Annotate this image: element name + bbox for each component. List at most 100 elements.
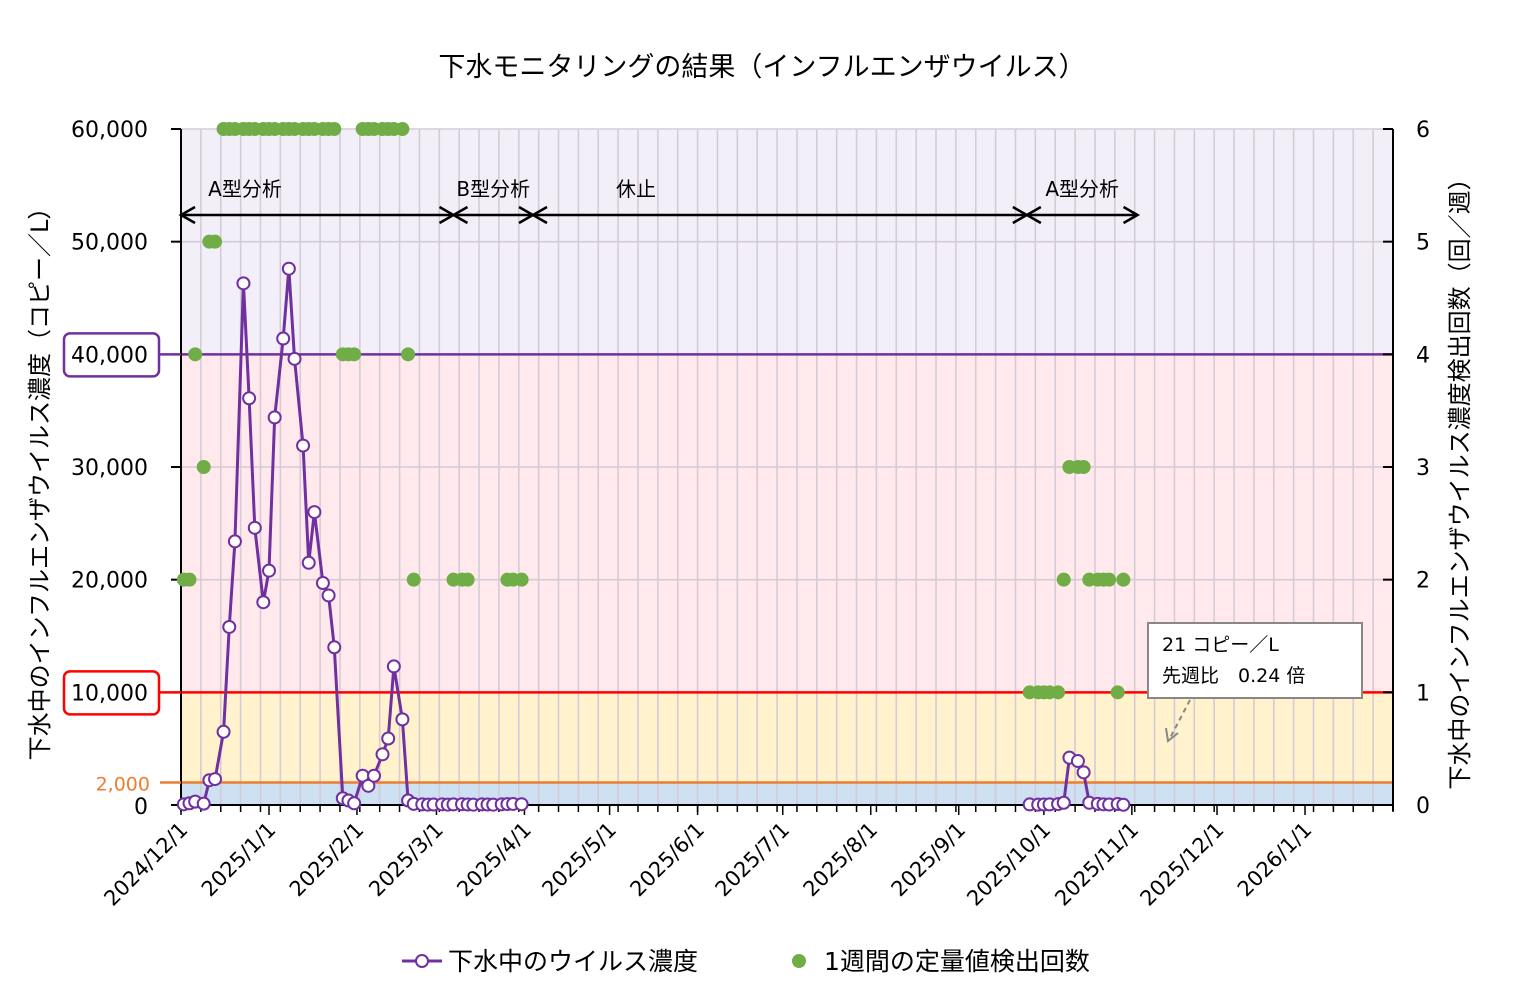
x-tick-label: 2025/1/1 (197, 818, 281, 902)
callout-pointer-head (1165, 727, 1179, 743)
detection-count-point (1051, 685, 1066, 700)
concentration-point (242, 391, 257, 406)
analysis-periods: A型分析 B型分析 休止 A型分析 (178, 177, 1141, 225)
period-label: B型分析 (456, 177, 530, 201)
x-tick-label: 2025/5/1 (537, 818, 621, 902)
concentration-point (287, 351, 302, 366)
concentration-point (216, 724, 231, 739)
x-tick-label: 2025/3/1 (364, 818, 448, 902)
period-label: 休止 (616, 177, 656, 201)
y-axis-right-label: 下水中のインフルエンザウイルス濃度検出回数（回／週） (1446, 166, 1474, 789)
series-detection-count (176, 122, 1131, 700)
callout-box (1147, 622, 1363, 699)
concentration-point (1070, 754, 1085, 769)
concentration-point (267, 410, 282, 425)
x-tick-label: 2025/10/1 (962, 818, 1055, 911)
detection-count-point (1056, 572, 1071, 587)
detection-count-point (406, 572, 421, 587)
y-left-tick-label: 30,000 (71, 456, 148, 481)
y-left-tick-label: 10,000 (71, 681, 148, 706)
concentration-point (236, 276, 251, 291)
y-left-tick-label: 2,000 (96, 773, 150, 795)
detection-count-point (347, 347, 362, 362)
detection-count-point (327, 122, 342, 136)
concentration-point (296, 438, 311, 453)
x-tick-label: 2025/11/1 (1050, 818, 1143, 911)
x-tick-label: 2024/12/1 (99, 818, 192, 911)
detection-count-point (1116, 572, 1131, 587)
concentration-point (301, 555, 316, 570)
concentration-point (367, 768, 382, 783)
y-right-tick-label: 5 (1416, 231, 1430, 256)
detection-count-point (401, 347, 416, 362)
x-tick-label: 2025/8/1 (799, 818, 883, 902)
detection-count-point (395, 122, 410, 136)
arrowhead-left (178, 205, 196, 225)
concentration-point (395, 712, 410, 727)
y-right-tick-label: 1 (1416, 681, 1430, 706)
x-tick-label: 2026/1/1 (1233, 818, 1317, 902)
y-right-tick-label: 3 (1416, 456, 1430, 481)
concentration-point (1116, 797, 1131, 812)
callout-pointer (1169, 699, 1191, 739)
x-tick-label: 2025/7/1 (711, 818, 795, 902)
concentration-point (315, 576, 330, 591)
concentration-point (276, 331, 291, 346)
concentration-point (307, 505, 322, 520)
period-label: A型分析 (1045, 177, 1119, 201)
concentration-point (196, 796, 211, 811)
concentration-point (321, 588, 336, 603)
series-virus-concentration (176, 261, 1131, 812)
y-right-tick-label: 4 (1416, 343, 1430, 368)
concentration-point (361, 778, 376, 793)
concentration-point (514, 797, 529, 812)
y-right-tick-label: 2 (1416, 569, 1430, 594)
arrowhead-left (450, 205, 469, 225)
y-left-tick-label: 0 (134, 795, 148, 820)
legend-label-concentration: 下水中のウイルス濃度 (448, 947, 698, 976)
callout-text: 先週比 0.24 倍 (1162, 665, 1305, 687)
concentration-point (386, 659, 401, 674)
x-tick-label: 2025/4/1 (452, 818, 536, 902)
arrowhead-left (530, 205, 548, 225)
concentration-point (247, 520, 262, 535)
concentration-point (1076, 765, 1091, 780)
concentration-point (261, 563, 276, 578)
chart-title: 下水モニタリングの結果（インフルエンザウイルス） (438, 52, 1085, 83)
concentration-point (1056, 795, 1071, 810)
concentration-point (256, 595, 271, 610)
y-left-tick-label: 50,000 (71, 231, 148, 256)
legend-filled-circle-marker (792, 954, 806, 968)
detection-count-point (460, 572, 475, 587)
x-tick-label: 2025/6/1 (625, 818, 709, 902)
detection-count-point (182, 572, 197, 587)
x-tick-label: 2025/2/1 (285, 818, 369, 902)
detection-count-point (1110, 685, 1125, 700)
legend: 下水中のウイルス濃度 1週間の定量値検出回数 (402, 947, 1090, 976)
legend-open-circle-marker (415, 954, 429, 968)
concentration-point (375, 747, 390, 762)
callout-text: 21 コピー／L (1162, 634, 1279, 656)
y-left-tick-label: 20,000 (71, 569, 148, 594)
detection-count-point (1102, 572, 1117, 587)
detection-count-point (188, 347, 203, 362)
concentration-point (381, 731, 396, 746)
callout: 21 コピー／L 先週比 0.24 倍 (1147, 622, 1363, 743)
y-left-tick-label: 40,000 (71, 343, 148, 368)
y-right-tick-label: 0 (1416, 794, 1430, 819)
concentration-point (281, 261, 296, 276)
period-label: A型分析 (208, 177, 282, 201)
y-left-tick-label: 60,000 (71, 118, 148, 143)
x-tick-label: 2025/12/1 (1135, 818, 1228, 911)
arrowhead-right (1122, 205, 1141, 225)
legend-label-detection-count: 1週間の定量値検出回数 (824, 947, 1090, 976)
y-right-tick-label: 6 (1416, 118, 1430, 143)
detection-count-point (514, 572, 529, 587)
concentration-point (222, 619, 237, 634)
arrowhead-left (1024, 205, 1042, 225)
concentration-point (347, 796, 362, 811)
concentration-point (327, 640, 342, 655)
detection-count-point (208, 234, 223, 249)
x-tick-label: 2025/9/1 (887, 818, 971, 902)
